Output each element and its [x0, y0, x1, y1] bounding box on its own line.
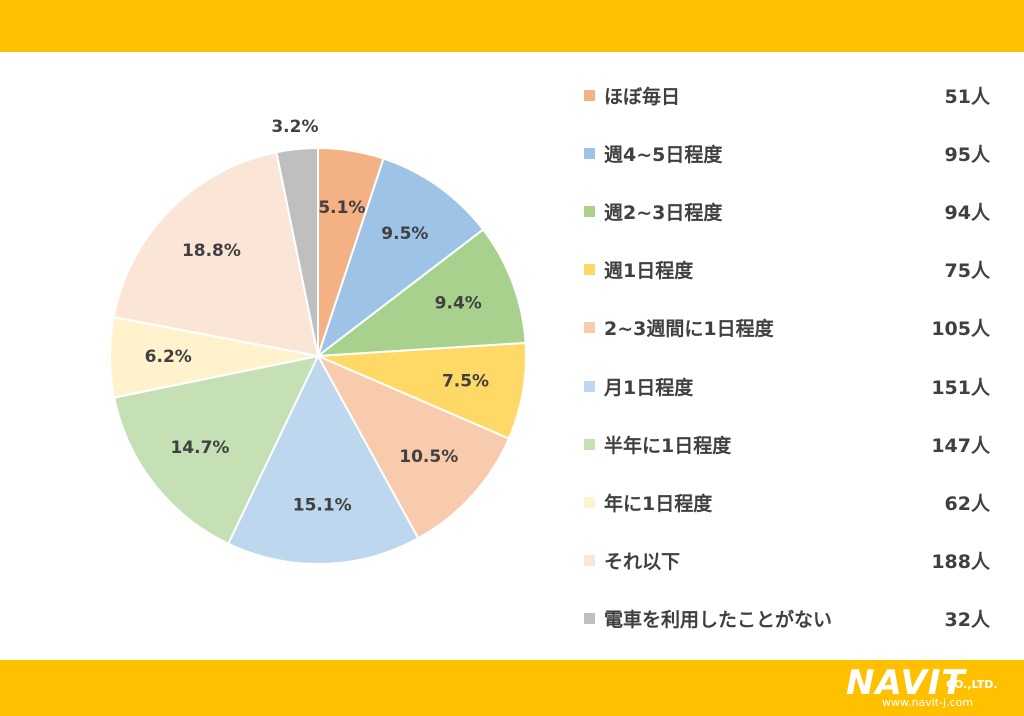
legend-count: 62人	[944, 492, 990, 515]
slice-percent-label: 5.1%	[318, 198, 365, 218]
legend-item: 月1日程度 151人	[584, 371, 1004, 401]
legend-item: 年に1日程度 62人	[584, 487, 1004, 517]
legend-item: ほぼ毎日 51人	[584, 80, 1004, 110]
logo-mark: NAVIT	[846, 663, 966, 703]
legend-label: 半年に1日程度	[604, 434, 732, 457]
legend-label: 年に1日程度	[604, 492, 713, 515]
pie-slice	[317, 341, 527, 440]
legend-count: 188人	[931, 551, 990, 574]
legend-count: 94人	[944, 201, 990, 224]
legend-swatch	[584, 438, 595, 450]
slice-percent-label: 3.2%	[271, 117, 318, 137]
legend-item: 半年に1日程度 147人	[584, 429, 1004, 459]
legend-label: それ以下	[604, 551, 681, 574]
legend-label: 週4~5日程度	[604, 143, 723, 166]
legend-swatch	[584, 380, 595, 392]
legend-count: 75人	[944, 260, 990, 283]
pie-chart: 5.1% 9.5% 9.4% 7.5% 10.5% 15.1% 14.7% 6.2% 18.8%…	[109, 117, 527, 565]
legend-count: 32人	[944, 609, 990, 632]
top-banner	[0, 0, 1024, 52]
legend-item: 週4~5日程度 95人	[584, 138, 1004, 168]
slice-percent-label: 14.7%	[170, 438, 229, 458]
pie-slice	[314, 228, 527, 358]
pie-slice	[315, 353, 511, 540]
pie-slice	[226, 353, 420, 565]
slice-labels: 5.1% 9.5% 9.4% 7.5% 10.5% 15.1% 14.7% 6.2% 18.8%…	[145, 117, 489, 516]
legend-item: 週1日程度 75人	[584, 255, 1004, 285]
legend-swatch	[584, 264, 595, 276]
slice-percent-label: 7.5%	[442, 372, 489, 392]
legend-label: 週2~3日程度	[604, 201, 723, 224]
legend-label: ほぼ毎日	[604, 85, 681, 108]
company-logo[interactable]: NAVIT CO.,LTD. www.navit-j.com	[846, 664, 1016, 712]
slice-percent-label: 10.5%	[399, 447, 458, 467]
legend-label: 電車を利用したことがない	[604, 609, 833, 632]
legend-swatch	[584, 322, 595, 334]
legend-label: 2~3週間に1日程度	[604, 318, 774, 341]
legend-label: 月1日程度	[604, 376, 694, 399]
legend-swatch	[584, 89, 595, 101]
legend-item: 週2~3日程度 94人	[584, 196, 1004, 226]
legend-count: 147人	[931, 434, 990, 457]
logo-company-suffix: CO.,LTD.	[946, 678, 998, 691]
legend-count: 51人	[944, 85, 990, 108]
legend-item: 2~3週間に1日程度 105人	[584, 313, 1004, 343]
pie-slice	[113, 354, 320, 545]
legend-count: 95人	[944, 143, 990, 166]
pie-slice	[112, 151, 320, 358]
pie-slice	[316, 157, 485, 359]
slice-percent-label: 9.4%	[435, 294, 482, 314]
legend-swatch	[584, 205, 595, 217]
legend-count: 105人	[931, 318, 990, 341]
logo-url: www.navit-j.com	[882, 696, 974, 709]
legend-label: 週1日程度	[604, 260, 694, 283]
pie-slice	[275, 146, 319, 357]
slice-percent-label: 18.8%	[182, 241, 241, 261]
legend-item: それ以下 188人	[584, 546, 1004, 576]
slice-percent-label: 9.5%	[381, 224, 428, 244]
slice-percent-label: 6.2%	[145, 347, 192, 367]
legend-swatch	[584, 555, 595, 567]
legend-swatch	[584, 613, 595, 625]
legend-count: 151人	[931, 376, 990, 399]
slice-percent-label: 15.1%	[293, 496, 352, 516]
legend-swatch	[584, 147, 595, 159]
bottom-banner	[0, 660, 1024, 716]
legend-item: 電車を利用したことがない 32人	[584, 604, 1004, 634]
legend-swatch	[584, 496, 595, 508]
legend: ほぼ毎日 51人週4~5日程度 95人週2~3日程度 94人週1日程度 75人 2~3週間…	[584, 70, 1004, 650]
